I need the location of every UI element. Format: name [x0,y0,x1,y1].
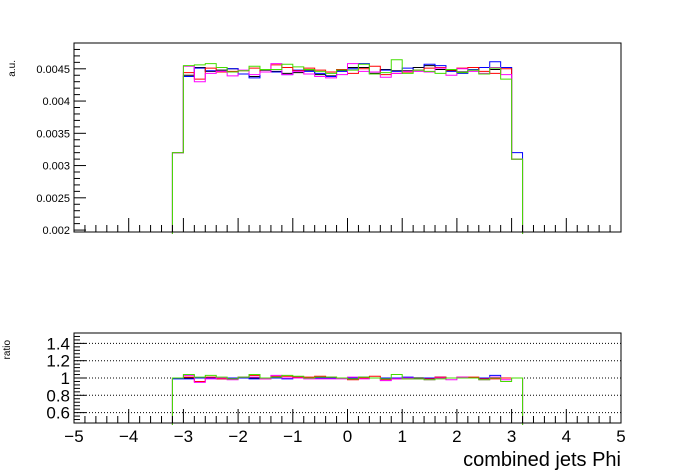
top-y-axis-title: a.u. [7,60,18,77]
top-y-tick-label: 0.002 [42,225,70,237]
x-tick-label: −3 [174,427,193,446]
bottom-axes: 0.60.811.21.4−5 −4 −3 −2 −1 0 1 2 3 4 5 [46,332,626,446]
top-y-tick-label: 0.0025 [36,193,70,205]
top-series-4-histogram [171,59,524,234]
bot-y-tick-label: 0.8 [46,386,70,405]
top-series-group [171,59,524,234]
top-axes: 0.002 0.0025 0.003 0.0035 0.004 0.0045 [36,42,622,237]
x-tick-label: −5 [64,427,83,446]
top-panel: 0.002 0.0025 0.003 0.0035 0.004 0.0045 [36,42,622,237]
x-tick-label: 5 [616,427,625,446]
x-tick-label: 2 [452,427,461,446]
bot-y-tick-label: 1 [61,369,70,388]
x-tick-label: 3 [507,427,516,446]
top-series-1-histogram [171,61,524,234]
x-tick-label: −2 [228,427,247,446]
top-series-0-histogram [171,65,524,234]
x-tick-label: 0 [343,427,352,446]
bot-y-tick-label: 1.4 [46,334,70,353]
top-y-tick-label: 0.004 [42,96,70,108]
x-tick-label: −1 [283,427,302,446]
top-y-tick-label: 0.0045 [36,64,70,76]
x-tick-label: −4 [119,427,138,446]
x-tick-label: 4 [562,427,571,446]
bot-y-tick-label: 0.6 [46,404,70,423]
top-series-3-histogram [171,63,524,234]
bottom-x-axis-title: combined jets Phi [463,449,621,471]
top-y-tick-label: 0.003 [42,161,70,173]
bottom-panel: 0.60.811.21.4−5 −4 −3 −2 −1 0 1 2 3 4 5 [46,332,626,446]
x-tick-label: 1 [397,427,406,446]
bot-y-tick-label: 1.2 [46,352,70,371]
bot-series-4-histogram [171,374,524,425]
top-y-tick-label: 0.0035 [36,128,70,140]
top-series-2-histogram [171,64,524,234]
bottom-series-group [171,374,524,425]
bottom-y-axis-title: ratio [2,340,13,360]
